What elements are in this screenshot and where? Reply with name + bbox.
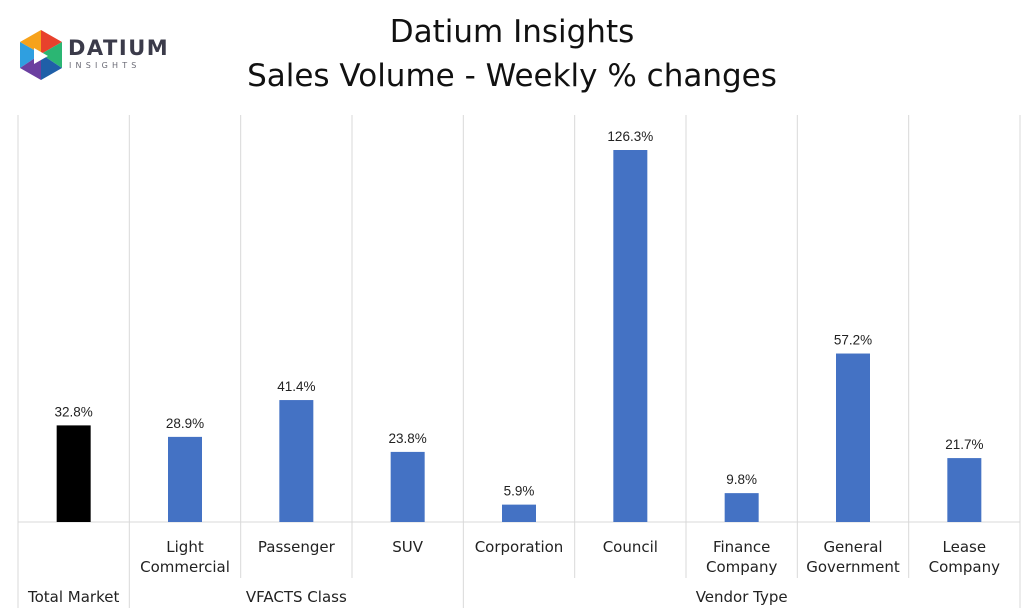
bar-2 — [168, 436, 202, 522]
category-label-9: Lease — [943, 538, 987, 556]
category-label-4: SUV — [392, 538, 424, 556]
category-label-8: Government — [806, 558, 900, 576]
data-label-1: 32.8% — [55, 404, 93, 419]
bar-1 — [56, 425, 91, 522]
page-title: Datium Insights — [389, 14, 635, 50]
category-label-3: Passenger — [258, 538, 336, 556]
datium-logo: DATIUM INSIGHTS — [18, 28, 168, 84]
group-label-1: Total Market — [27, 588, 119, 606]
bar-9 — [947, 458, 982, 522]
logo-subtitle: INSIGHTS — [69, 61, 141, 70]
bar-8 — [836, 353, 870, 522]
data-label-3: 41.4% — [277, 379, 315, 394]
category-label-8: General — [823, 538, 882, 556]
bar-5 — [502, 504, 536, 522]
data-label-9: 21.7% — [945, 437, 983, 452]
chart-title: Sales Volume - Weekly % changes — [247, 58, 777, 94]
datium-cube-logo-icon — [20, 30, 62, 80]
data-label-7: 9.8% — [726, 472, 757, 487]
category-label-7: Finance — [713, 538, 770, 556]
category-label-5: Corporation — [475, 538, 564, 556]
category-label-7: Company — [706, 558, 777, 576]
category-label-6: Council — [603, 538, 658, 556]
data-label-6: 126.3% — [607, 129, 653, 144]
bar-3 — [279, 400, 314, 522]
category-label-9: Company — [929, 558, 1000, 576]
group-label-3: Vendor Type — [696, 588, 788, 606]
data-label-5: 5.9% — [504, 484, 535, 499]
logo-brand: DATIUM — [68, 36, 170, 60]
bar-7 — [724, 493, 759, 522]
bar-4 — [390, 451, 425, 522]
data-label-8: 57.2% — [834, 333, 872, 348]
data-label-4: 23.8% — [389, 431, 427, 446]
category-label-2: Light — [166, 538, 204, 556]
category-label-2: Commercial — [140, 558, 230, 576]
group-label-2: VFACTS Class — [246, 588, 347, 606]
data-label-2: 28.9% — [166, 416, 204, 431]
bar-6 — [613, 150, 648, 522]
